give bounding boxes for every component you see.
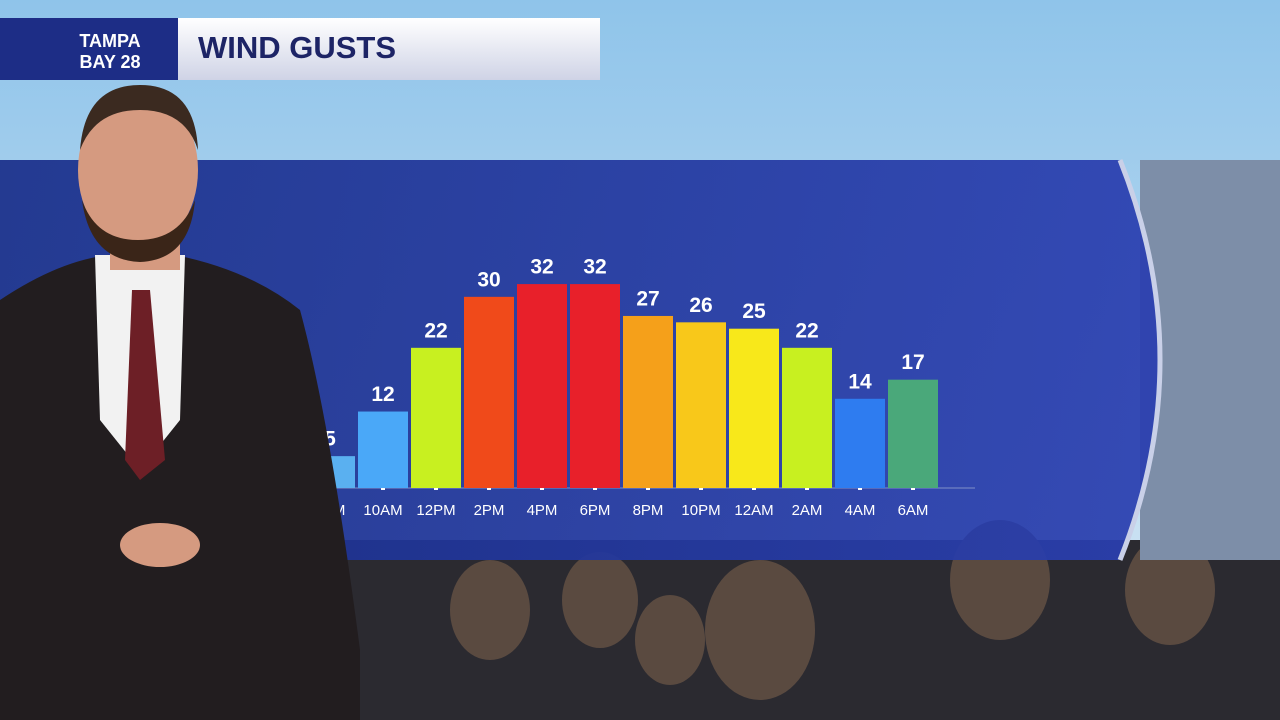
x-tick-label: 12AM: [734, 502, 773, 519]
bar: [570, 284, 620, 488]
x-tick: [540, 487, 544, 490]
x-tick-label: 2AM: [792, 502, 823, 519]
x-tick: [752, 487, 756, 490]
value-label: 22: [424, 319, 447, 342]
logo-line2: BAY 28: [79, 52, 140, 72]
x-tick: [434, 487, 438, 490]
x-tick: [593, 487, 597, 490]
bar: [729, 328, 779, 488]
x-tick-label: 4PM: [527, 502, 558, 519]
value-label: 14: [848, 370, 872, 393]
chart-title: WIND GUSTS: [198, 30, 396, 65]
x-tick-label: 10PM: [681, 502, 720, 519]
x-tick-label: 6AM: [898, 502, 929, 519]
value-label: 26: [689, 294, 712, 317]
bar: [358, 411, 408, 488]
value-label: 30: [477, 268, 500, 291]
x-tick: [381, 487, 385, 490]
bar: [623, 315, 673, 488]
value-label: 12: [371, 383, 394, 406]
bar: [464, 296, 514, 488]
value-label: 32: [530, 256, 553, 279]
x-tick: [646, 487, 650, 490]
x-tick: [699, 487, 703, 490]
logo-line1: TAMPA: [79, 31, 140, 51]
x-tick-label: 2PM: [474, 502, 505, 519]
x-tick-label: 10AM: [363, 502, 402, 519]
x-tick: [858, 487, 862, 490]
bar: [676, 322, 726, 488]
x-tick-label: 6PM: [580, 502, 611, 519]
x-tick: [805, 487, 809, 490]
value-label: 32: [583, 256, 606, 279]
chart: 6AM8AM510AM1212PM222PM304PM326PM328PM271…: [250, 256, 975, 519]
bar: [411, 347, 461, 488]
x-tick: [487, 487, 491, 490]
value-label: 25: [742, 300, 766, 323]
bar: [517, 284, 567, 488]
background-photo: [1140, 160, 1280, 560]
value-label: 22: [795, 319, 818, 342]
x-tick-label: 12PM: [416, 502, 455, 519]
bar: [888, 379, 938, 488]
presenter: [0, 85, 360, 720]
value-label: 17: [901, 351, 924, 374]
panel-edge: [1117, 159, 1163, 561]
value-label: 27: [636, 288, 659, 311]
x-tick-label: 8PM: [633, 502, 664, 519]
bar: [782, 347, 832, 488]
x-tick: [911, 487, 915, 490]
logo-box: [0, 18, 178, 80]
bar: [835, 398, 885, 488]
crowd-heads: [450, 520, 1215, 700]
x-tick-label: 4AM: [845, 502, 876, 519]
